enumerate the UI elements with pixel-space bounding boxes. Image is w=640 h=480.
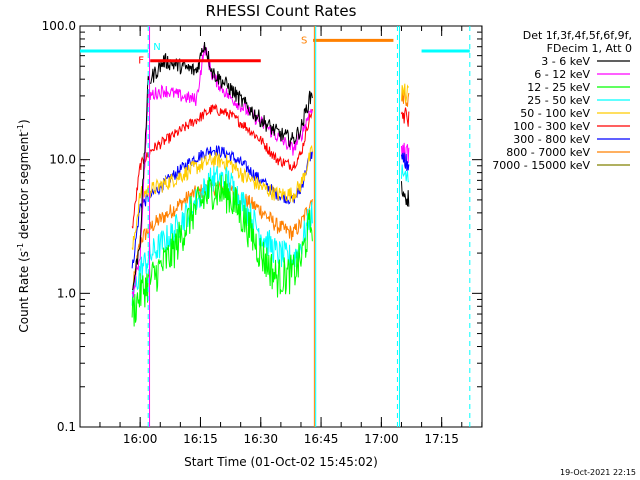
series-line-1	[131, 43, 313, 298]
legend-item-8: 7000 - 15000 keV	[492, 159, 590, 172]
late-segment-line-1	[400, 83, 409, 103]
timestamp: 19-Oct-2021 22:15	[560, 468, 636, 477]
legend-header-line-1: Det 1f,3f,4f,5f,6f,9f,	[523, 29, 632, 42]
y-tick-label-3: 100.0	[42, 19, 76, 33]
series-line-4	[131, 144, 313, 250]
y-axis-label: Count Rate (s-1 detector segment-1)	[16, 119, 31, 332]
late-segment-line-4	[400, 152, 410, 171]
late-segment-line-5	[400, 164, 410, 183]
legend-item-7: 800 - 7000 keV	[506, 146, 590, 159]
event-line-label-0: N	[153, 42, 160, 53]
flag-bar-label-1: S	[301, 35, 307, 46]
x-axis-label: Start Time (01-Oct-02 15:45:02)	[184, 455, 378, 469]
legend: Det 1f,3f,4f,5f,6f,9f, FDecim 1, Att 0 3…	[492, 29, 632, 172]
y-tick-label-2: 10.0	[49, 153, 76, 167]
late-segment-line-2	[400, 107, 410, 127]
x-tick-label-3: 16:45	[304, 432, 339, 446]
legend-item-6: 300 - 800 keV	[513, 133, 590, 146]
chart-title: RHESSI Count Rates	[206, 2, 357, 20]
series-line-3	[131, 165, 313, 306]
series-line-0	[131, 41, 313, 291]
legend-item-0: 3 - 6 keV	[541, 55, 590, 68]
y-tick-label-1: 1.0	[57, 286, 76, 300]
late-segment-line-3	[400, 142, 410, 164]
legend-item-2: 12 - 25 keV	[527, 81, 590, 94]
legend-item-3: 25 - 50 keV	[527, 94, 590, 107]
y-tick-label-0: 0.1	[57, 420, 76, 434]
x-tick-label-1: 16:15	[183, 432, 218, 446]
legend-item-1: 6 - 12 keV	[534, 68, 590, 81]
x-tick-label-0: 16:00	[123, 432, 158, 446]
series-line-5	[131, 103, 313, 229]
x-tick-label-5: 17:15	[424, 432, 459, 446]
flag-bar-label-0: F	[138, 56, 144, 67]
series-line-2	[131, 174, 313, 327]
x-tick-label-4: 17:00	[364, 432, 399, 446]
legend-item-4: 50 - 100 keV	[520, 107, 590, 120]
legend-header-line-2: FDecim 1, Att 0	[547, 42, 632, 55]
x-tick-label-2: 16:30	[243, 432, 278, 446]
series-layer	[131, 41, 410, 327]
legend-item-5: 100 - 300 keV	[513, 120, 590, 133]
axes-layer: 0.1 1.0 10.0 100.0 16:00 16:15 16:30 16:45 17:00…	[42, 19, 483, 446]
late-segment-line-6	[400, 181, 410, 207]
overlay-layer: F S N	[80, 26, 471, 427]
